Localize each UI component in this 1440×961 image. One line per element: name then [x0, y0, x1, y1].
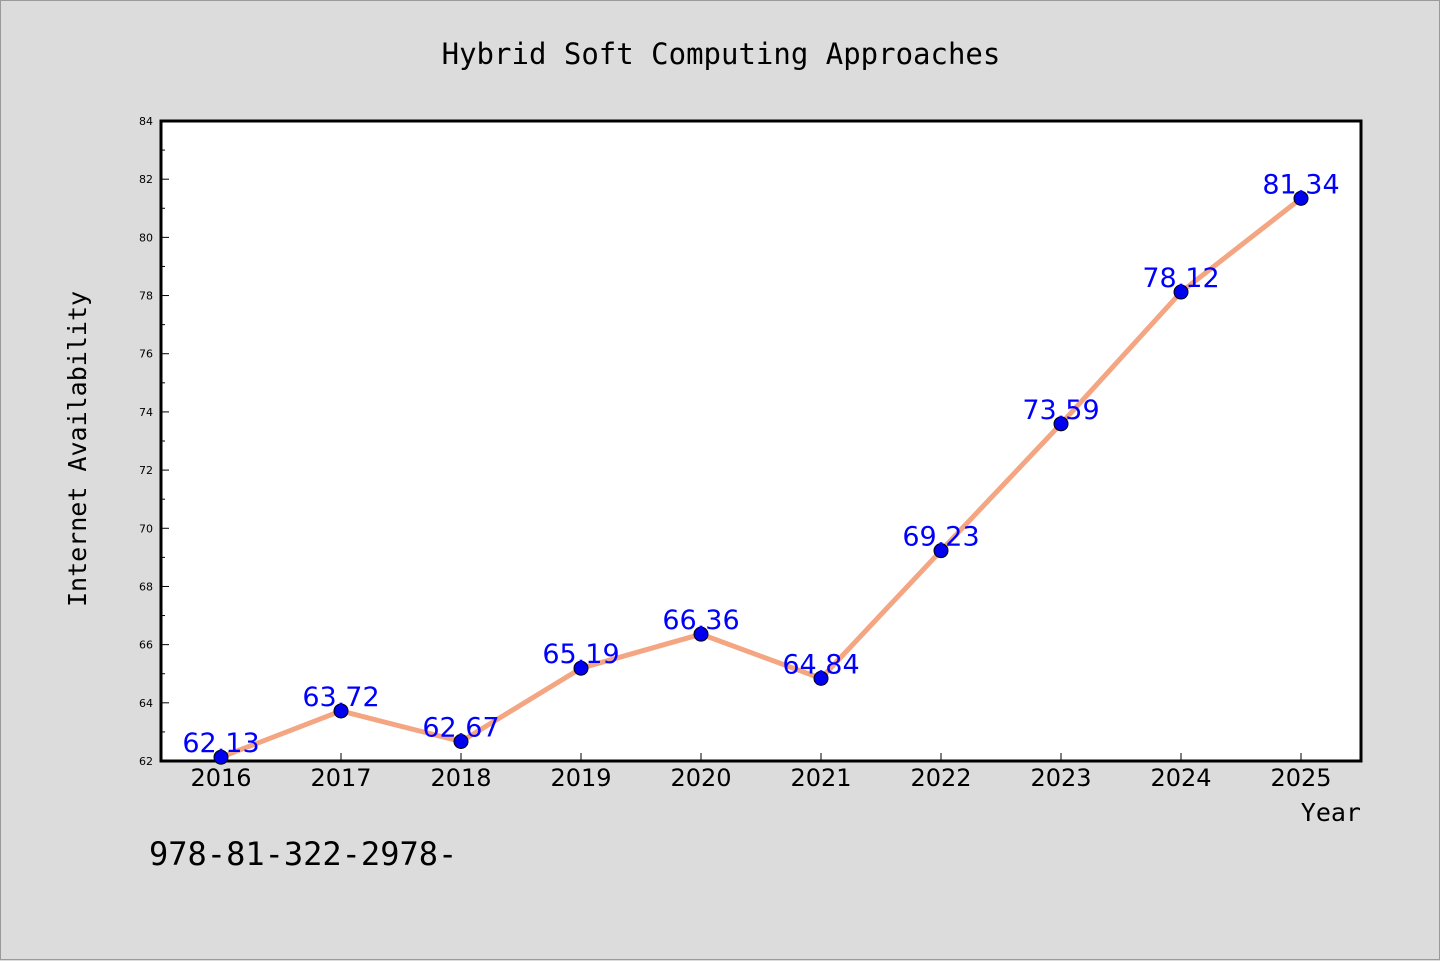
x-tick-label: 2020	[670, 764, 731, 792]
x-tick-label: 2023	[1030, 764, 1091, 792]
data-label: 65.19	[542, 639, 619, 670]
y-tick-label: 62	[139, 755, 153, 768]
data-point	[453, 734, 469, 750]
data-points	[213, 190, 1309, 765]
y-tick-label: 70	[139, 522, 153, 535]
x-tick-label: 2025	[1270, 764, 1331, 792]
data-label: 63.72	[302, 682, 379, 713]
data-point	[1293, 190, 1309, 206]
x-tick-label: 2021	[790, 764, 851, 792]
data-point	[573, 660, 589, 676]
x-axis: 2016 2017 2018 2019 2020 2021 2022 2023 2024 2025	[190, 753, 1332, 792]
y-tick-label: 74	[139, 406, 153, 419]
x-tick-label: 2016	[190, 764, 251, 792]
data-labels: 62.13 63.72 62.67 65.19 66.36 64.84 69.23 73.59…	[182, 169, 1339, 759]
data-label: 78.12	[1142, 263, 1219, 294]
y-tick-label: 64	[139, 697, 153, 710]
y-axis: 62 64 66 68 70 72 74 76 78 80 82 84	[139, 115, 169, 768]
y-tick-label: 84	[139, 115, 153, 128]
y-tick-label: 76	[139, 348, 153, 361]
data-label: 69.23	[902, 522, 979, 553]
series-line	[218, 195, 1304, 760]
x-tick-label: 2019	[550, 764, 611, 792]
chart-title: Hybrid Soft Computing Approaches	[442, 37, 1001, 71]
data-label: 81.34	[1262, 169, 1339, 200]
x-axis-label: Year	[1301, 798, 1361, 827]
y-tick-label: 82	[139, 173, 153, 186]
x-tick-label: 2022	[910, 764, 971, 792]
y-tick-label: 66	[139, 639, 153, 652]
data-point	[933, 543, 949, 559]
y-tick-label: 68	[139, 580, 153, 593]
data-label: 62.13	[182, 728, 259, 759]
data-label: 66.36	[662, 605, 739, 636]
x-tick-label: 2024	[1150, 764, 1211, 792]
y-tick-label: 72	[139, 464, 153, 477]
plot-area	[159, 119, 1363, 763]
data-point	[813, 670, 829, 686]
data-label: 73.59	[1022, 395, 1099, 426]
y-tick-label: 78	[139, 290, 153, 303]
footer-text: 978-81-322-2978-	[149, 835, 457, 873]
data-point	[693, 626, 709, 642]
x-tick-label: 2017	[310, 764, 371, 792]
data-label: 62.67	[422, 713, 499, 744]
series-line-path	[218, 195, 1304, 760]
data-point	[333, 703, 349, 719]
x-tick-label: 2018	[430, 764, 491, 792]
data-point	[1053, 416, 1069, 432]
y-axis-label: Internet Availability	[63, 291, 92, 607]
data-label: 64.84	[782, 649, 859, 680]
data-point	[1173, 284, 1189, 300]
data-point	[213, 749, 229, 765]
y-tick-label: 80	[139, 231, 153, 244]
